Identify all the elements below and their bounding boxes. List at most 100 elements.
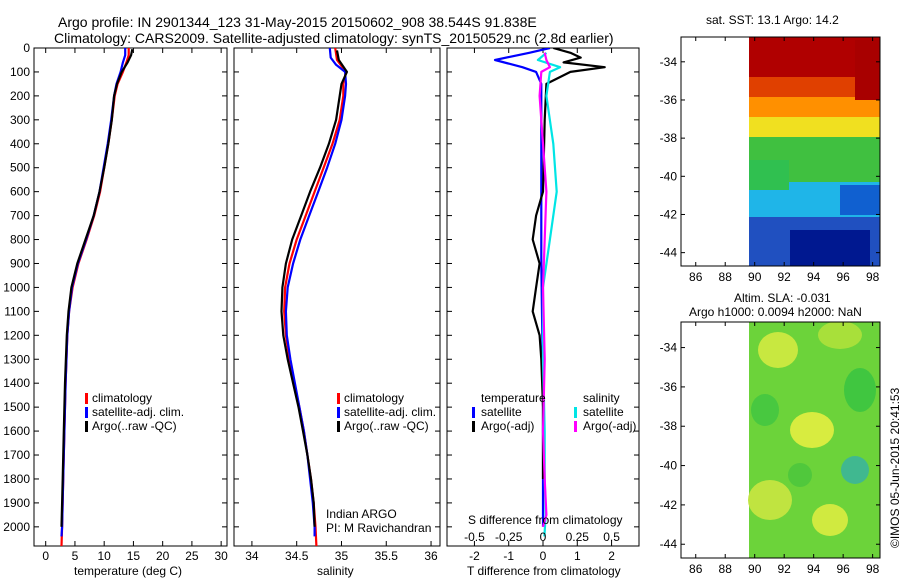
x-tick-label: 35.5: [375, 549, 399, 563]
legend-label-argo: Argo(..raw -QC): [344, 419, 429, 433]
series-line: [280, 50, 348, 527]
x-tick-label: 34.5: [285, 549, 309, 563]
x-tick-label: 1: [574, 549, 581, 563]
temperature-xlabel: temperature (deg C): [74, 564, 183, 578]
top-tick-label: 0.25: [566, 530, 590, 544]
legend-title-temperature: temperature: [481, 391, 546, 405]
sla-map-axes: [680, 321, 881, 559]
map-x-tick-label: 90: [748, 562, 762, 576]
map-x-tick-label: 98: [866, 562, 880, 576]
x-tick-label: 35: [335, 549, 349, 563]
map-x-tick-label: 92: [778, 562, 792, 576]
y-tick-label: 400: [10, 137, 30, 151]
legend-label-climatology: climatology: [92, 391, 153, 405]
legend-swatch-climatology: [85, 393, 88, 404]
legend-title-salinity: salinity: [583, 391, 620, 405]
series-line: [283, 48, 348, 546]
series-group: [493, 48, 606, 537]
y-tick-label: 900: [10, 256, 30, 270]
map-y-tick-label: -40: [660, 169, 678, 183]
sla-map-title: Altim. SLA: -0.031: [734, 291, 831, 305]
watermark: ©IMOS 05-Jun-2015 20:41:53: [888, 387, 900, 548]
x-tick-label: 0: [42, 549, 49, 563]
y-tick-label: 500: [10, 161, 30, 175]
salinity-annotation-2: PI: M Ravichandran: [326, 521, 432, 535]
legend-swatch-sal-argo: [574, 421, 577, 432]
y-tick-label: 2000: [3, 520, 30, 534]
y-tick-label: 1100: [4, 304, 30, 318]
y-tick-label: 700: [10, 209, 30, 223]
map-x-tick-label: 88: [719, 562, 733, 576]
difference-top-xlabel: S difference from climatology: [468, 513, 623, 527]
series-line: [284, 48, 348, 537]
y-tick-label: 1900: [3, 496, 30, 510]
legend-label-satellite: satellite-adj. clim.: [344, 405, 437, 419]
legend-label-temp-satellite: satellite: [481, 405, 522, 419]
sla-map-subtitle: Argo h1000: 0.0094 h2000: NaN: [689, 305, 862, 319]
series-group: [280, 48, 348, 546]
map-x-tick-label: 94: [807, 270, 821, 284]
difference-xlabel: T difference from climatology: [467, 564, 621, 578]
x-tick-label: 2: [608, 549, 615, 563]
x-tick-label: 0: [540, 549, 547, 563]
y-tick-label: 1800: [3, 472, 30, 486]
legend-label-satellite: satellite-adj. clim.: [92, 405, 185, 419]
legend-swatch-argo: [337, 421, 340, 432]
map-y-tick-label: -40: [660, 459, 678, 473]
y-tick-label: 1000: [3, 280, 30, 294]
temperature-axes: [33, 47, 228, 547]
y-tick-label: 0: [23, 41, 30, 55]
top-tick-label: -0.5: [464, 530, 485, 544]
map-x-tick-label: 86: [689, 562, 703, 576]
y-tick-label: 200: [10, 89, 30, 103]
x-tick-label: 36: [424, 549, 438, 563]
map-y-tick-label: -36: [660, 93, 678, 107]
y-tick-label: 600: [10, 185, 30, 199]
x-tick-label: 5: [72, 549, 79, 563]
legend-swatch-climatology: [337, 393, 340, 404]
salinity-axes: [233, 47, 441, 547]
sst-map-image: [749, 37, 880, 266]
top-tick-label: 0: [540, 530, 547, 544]
y-tick-label: 1500: [3, 400, 30, 414]
map-x-tick-label: 92: [778, 270, 792, 284]
legend-label-sal-argo: Argo(-adj): [583, 419, 637, 433]
sst-map-axes: [680, 36, 881, 267]
legend-label-climatology: climatology: [344, 391, 405, 405]
salinity-annotation-1: Indian ARGO: [326, 507, 397, 521]
y-tick-label: 1700: [3, 448, 30, 462]
x-tick-label: -1: [503, 549, 514, 563]
series-line: [538, 52, 552, 528]
map-y-tick-label: -38: [660, 131, 678, 145]
x-tick-label: 10: [98, 549, 112, 563]
map-y-tick-label: -44: [660, 246, 678, 260]
map-y-tick-label: -44: [660, 537, 678, 551]
map-y-tick-label: -34: [660, 341, 678, 355]
map-x-tick-label: 96: [836, 270, 850, 284]
top-tick-label: 0.5: [603, 530, 620, 544]
legend-label-argo: Argo(..raw -QC): [92, 419, 177, 433]
map-y-tick-label: -42: [660, 207, 678, 221]
sst-map-title: sat. SST: 13.1 Argo: 14.2: [706, 13, 839, 27]
header-line-2: Climatology: CARS2009. Satellite-adjuste…: [54, 30, 614, 46]
map-x-tick-label: 86: [689, 270, 703, 284]
x-tick-label: 30: [214, 549, 228, 563]
map-y-tick-label: -34: [660, 55, 678, 69]
legend-swatch-satellite: [337, 407, 340, 418]
sla-map-image: [748, 322, 880, 558]
map-y-tick-label: -38: [660, 419, 678, 433]
map-x-tick-label: 90: [748, 270, 762, 284]
legend-swatch-temp-satellite: [472, 407, 475, 418]
x-tick-label: 34: [245, 549, 259, 563]
legend-swatch-satellite: [85, 407, 88, 418]
legend-swatch-temp-argo: [472, 421, 475, 432]
y-tick-label: 1400: [3, 376, 30, 390]
y-tick-label: 1300: [3, 352, 30, 366]
x-tick-label: 25: [185, 549, 199, 563]
legend-label-temp-argo: Argo(-adj): [481, 419, 535, 433]
y-tick-label: 800: [10, 233, 30, 247]
map-y-tick-label: -42: [660, 498, 678, 512]
series-line: [531, 48, 606, 479]
map-x-tick-label: 88: [719, 270, 733, 284]
